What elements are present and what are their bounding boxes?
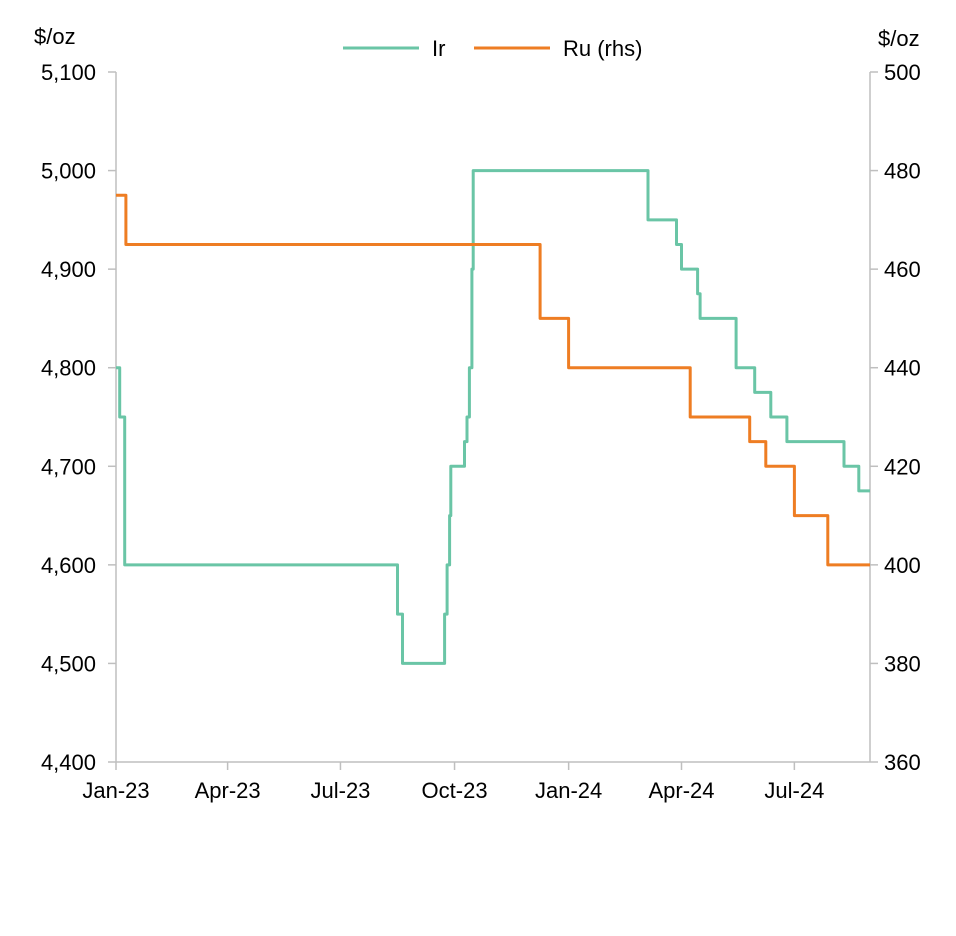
axes: 4,400 4,500 4,600 4,700 4,800 4,900 5,000 5,100…	[41, 60, 921, 803]
x-tick-label: Jan-24	[535, 778, 602, 803]
x-tick-label: Oct-23	[422, 778, 488, 803]
y-right-tick-label: 500	[884, 60, 921, 85]
y-right-tick-label: 480	[884, 159, 921, 184]
right-axis-unit: $/oz	[878, 26, 920, 51]
series-line-ir	[116, 169, 870, 665]
y-left-tick-label: 4,800	[41, 356, 96, 381]
legend-label-ru: Ru (rhs)	[563, 36, 642, 61]
y-left-tick-label: 4,700	[41, 454, 96, 479]
plot-area	[116, 169, 870, 665]
x-tick-label: Jul-23	[311, 778, 371, 803]
series-line-ru	[116, 193, 870, 567]
x-tick-label: Apr-24	[648, 778, 714, 803]
legend: Ir Ru (rhs)	[343, 36, 642, 61]
x-tick-label: Jan-23	[82, 778, 149, 803]
y-right-tick-label: 460	[884, 257, 921, 282]
legend-label-ir: Ir	[432, 36, 445, 61]
x-tick-label: Jul-24	[764, 778, 824, 803]
x-tick-label: Apr-23	[195, 778, 261, 803]
y-right-tick-label: 360	[884, 750, 921, 775]
y-left-tick-label: 4,900	[41, 257, 96, 282]
y-left-tick-label: 4,500	[41, 651, 96, 676]
y-left-tick-label: 4,600	[41, 553, 96, 578]
y-right-tick-label: 440	[884, 356, 921, 381]
y-right-tick-label: 380	[884, 651, 921, 676]
y-left-tick-label: 5,000	[41, 159, 96, 184]
y-right-tick-label: 420	[884, 454, 921, 479]
y-left-tick-label: 4,400	[41, 750, 96, 775]
y-left-tick-label: 5,100	[41, 60, 96, 85]
left-axis-unit: $/oz	[34, 24, 76, 49]
y-right-tick-label: 400	[884, 553, 921, 578]
